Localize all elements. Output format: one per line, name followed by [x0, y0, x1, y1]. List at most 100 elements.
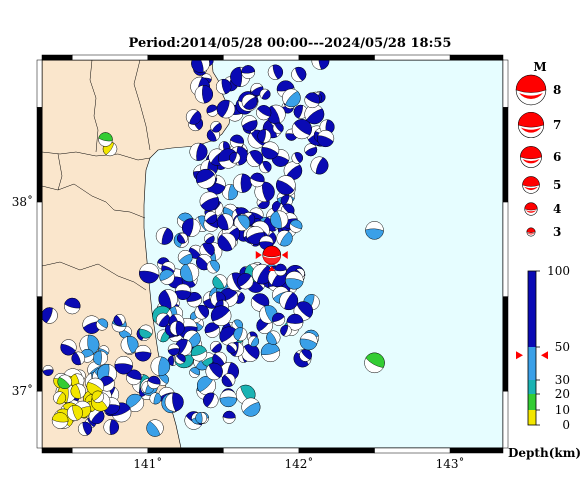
focal-mechanism	[219, 326, 239, 346]
epicenter-pointer	[268, 265, 275, 271]
focal-mechanism	[199, 242, 215, 258]
focal-mechanism	[98, 132, 113, 147]
depth-legend-label: 0	[562, 418, 570, 432]
focal-mechanism	[291, 119, 312, 140]
focal-mechanism	[57, 374, 72, 390]
focal-mechanism	[279, 291, 299, 311]
focal-mechanism	[42, 307, 58, 324]
depth-legend-label: 50	[555, 340, 570, 354]
focal-mechanism	[221, 373, 236, 387]
depth-legend-label: 20	[555, 387, 570, 401]
focal-mechanism	[241, 65, 256, 80]
focal-mechanism	[212, 351, 227, 367]
focal-mechanism	[63, 297, 81, 315]
focal-mechanism	[194, 304, 210, 320]
focal-mechanism	[272, 312, 286, 326]
focal-mechanism	[195, 411, 208, 424]
focal-mechanism	[146, 419, 164, 437]
focal-mechanism	[159, 269, 175, 285]
focal-mechanism	[233, 214, 251, 232]
focal-mechanism-layer	[42, 60, 385, 437]
focal-mechanism	[266, 330, 281, 345]
focal-mechanism	[205, 362, 223, 381]
focal-mechanism	[149, 392, 162, 405]
focal-mechanism	[155, 227, 174, 245]
focal-mechanism	[241, 343, 260, 362]
focal-mechanism	[139, 263, 160, 284]
focal-mechanism	[120, 335, 139, 354]
focal-mechanism	[219, 389, 238, 408]
focal-mechanism	[365, 221, 384, 240]
magnitude-legend-label: 6	[553, 150, 561, 164]
magnitude-legend-label: 5	[553, 178, 561, 192]
depth-legend-title: Depth(km)	[508, 446, 580, 460]
focal-mechanism	[257, 129, 272, 144]
focal-mechanism	[246, 150, 264, 168]
focal-mechanism	[174, 353, 186, 365]
focal-mechanism	[53, 391, 67, 405]
focal-mechanism	[212, 274, 228, 290]
focal-mechanism	[51, 412, 69, 429]
focal-mechanism	[272, 122, 284, 134]
focal-mechanism	[190, 345, 208, 362]
focal-mechanism	[70, 383, 86, 399]
focal-mechanism	[210, 121, 222, 133]
map-title: Period:2014/05/28 00:00---2024/05/28 18:…	[128, 36, 452, 51]
focal-mechanism	[304, 143, 318, 157]
magnitude-legend-label: 4	[553, 202, 561, 216]
focal-mechanism	[180, 262, 200, 282]
magnitude-legend-item: 4	[524, 202, 561, 216]
epicenter-pointer	[281, 250, 288, 259]
depth-marker	[516, 351, 523, 360]
focal-mechanism	[291, 152, 304, 164]
prefecture-boundaries	[42, 60, 151, 291]
focal-mechanism	[217, 232, 237, 252]
focal-mechanism	[282, 88, 301, 108]
focal-mechanism	[103, 419, 119, 435]
focal-mechanism	[310, 156, 329, 175]
focal-mechanism	[276, 230, 293, 247]
focal-mechanism	[261, 141, 280, 160]
focal-mechanism	[276, 175, 296, 195]
focal-mechanism	[229, 134, 244, 149]
focal-mechanism	[113, 314, 126, 326]
focal-mechanism	[241, 115, 258, 132]
focal-mechanism	[181, 218, 201, 237]
depth-color-band	[528, 271, 536, 347]
focal-mechanism	[195, 254, 213, 271]
longitude-tick-label: 141˚	[133, 456, 162, 471]
focal-mechanism	[216, 99, 236, 119]
longitude-tick-label: 143˚	[436, 456, 465, 471]
focal-mechanism	[194, 85, 214, 104]
focal-mechanism	[286, 313, 304, 331]
focal-mechanism	[204, 211, 218, 225]
focal-mechanism	[270, 210, 289, 229]
focal-mechanism	[285, 271, 304, 290]
focal-mechanism	[229, 152, 241, 164]
latest-event-marker	[255, 245, 288, 271]
magnitude-legend-item: 5	[522, 176, 561, 194]
focal-mechanism	[259, 88, 271, 100]
focal-mechanism	[241, 93, 258, 110]
focal-mechanism	[280, 194, 293, 207]
focal-mechanism	[92, 350, 108, 366]
depth-legend-label: 10	[555, 403, 570, 417]
focal-mechanism	[299, 332, 318, 351]
magnitude-legend-label: 8	[553, 83, 561, 97]
focal-mechanism	[267, 64, 284, 80]
focal-mechanism	[125, 393, 145, 413]
focal-mechanism	[215, 78, 232, 95]
magnitude-legend-item: 3	[526, 225, 561, 239]
focal-mechanism	[114, 355, 133, 375]
focal-mechanism	[169, 320, 185, 336]
focal-mechanism	[126, 369, 142, 386]
focal-mechanism	[210, 305, 232, 327]
focal-mechanism	[77, 421, 93, 436]
focal-mechanism	[256, 105, 272, 121]
focal-mechanism	[216, 213, 234, 231]
map-frame	[36, 54, 509, 454]
focal-mechanism	[66, 404, 83, 421]
focal-mechanism	[150, 356, 171, 377]
